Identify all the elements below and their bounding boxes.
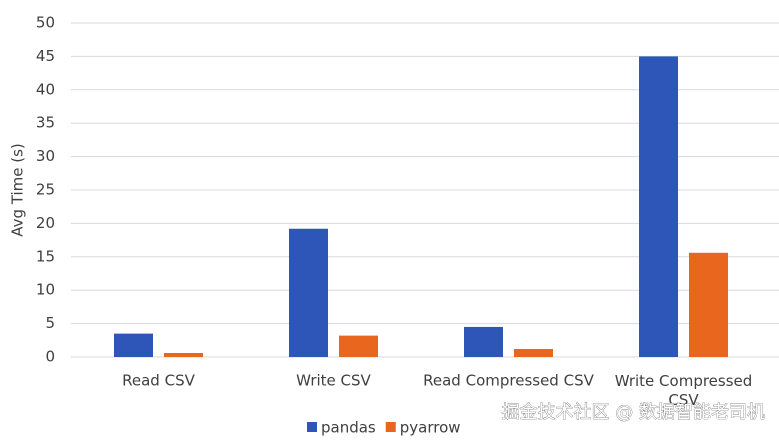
y-tick-label: 25 <box>36 181 55 199</box>
legend-label: pandas <box>321 419 376 437</box>
bar <box>639 56 678 358</box>
bar <box>289 228 328 357</box>
x-tick-label: Write CSV <box>296 372 371 390</box>
y-tick-label: 5 <box>45 314 55 332</box>
bar <box>464 326 503 357</box>
y-tick-label: 15 <box>36 247 55 265</box>
y-tick-label: 30 <box>36 147 55 165</box>
legend-swatch <box>307 422 317 432</box>
bar <box>339 335 378 357</box>
x-tick-label: Write Compressed CSV <box>615 372 753 409</box>
bar <box>114 333 153 357</box>
y-tick-label: 40 <box>36 80 55 98</box>
y-tick-label: 45 <box>36 47 55 65</box>
bar <box>164 352 203 357</box>
legend-label: pyarrow <box>400 419 461 437</box>
y-tick-label: 10 <box>36 281 55 299</box>
x-tick-label: Read Compressed CSV <box>423 372 594 390</box>
legend-swatch <box>385 422 396 432</box>
y-tick-label: 35 <box>36 114 55 132</box>
watermark: 掘金技术社区 @ 数据智能老司机 <box>502 402 765 423</box>
bar <box>689 252 728 357</box>
y-tick-label: 0 <box>45 348 55 366</box>
y-axis-label: Avg Time (s) <box>9 143 27 237</box>
y-tick-label: 50 <box>36 14 55 32</box>
bar <box>514 348 553 357</box>
x-tick-label: Read CSV <box>122 372 195 390</box>
y-tick-label: 20 <box>36 214 55 232</box>
